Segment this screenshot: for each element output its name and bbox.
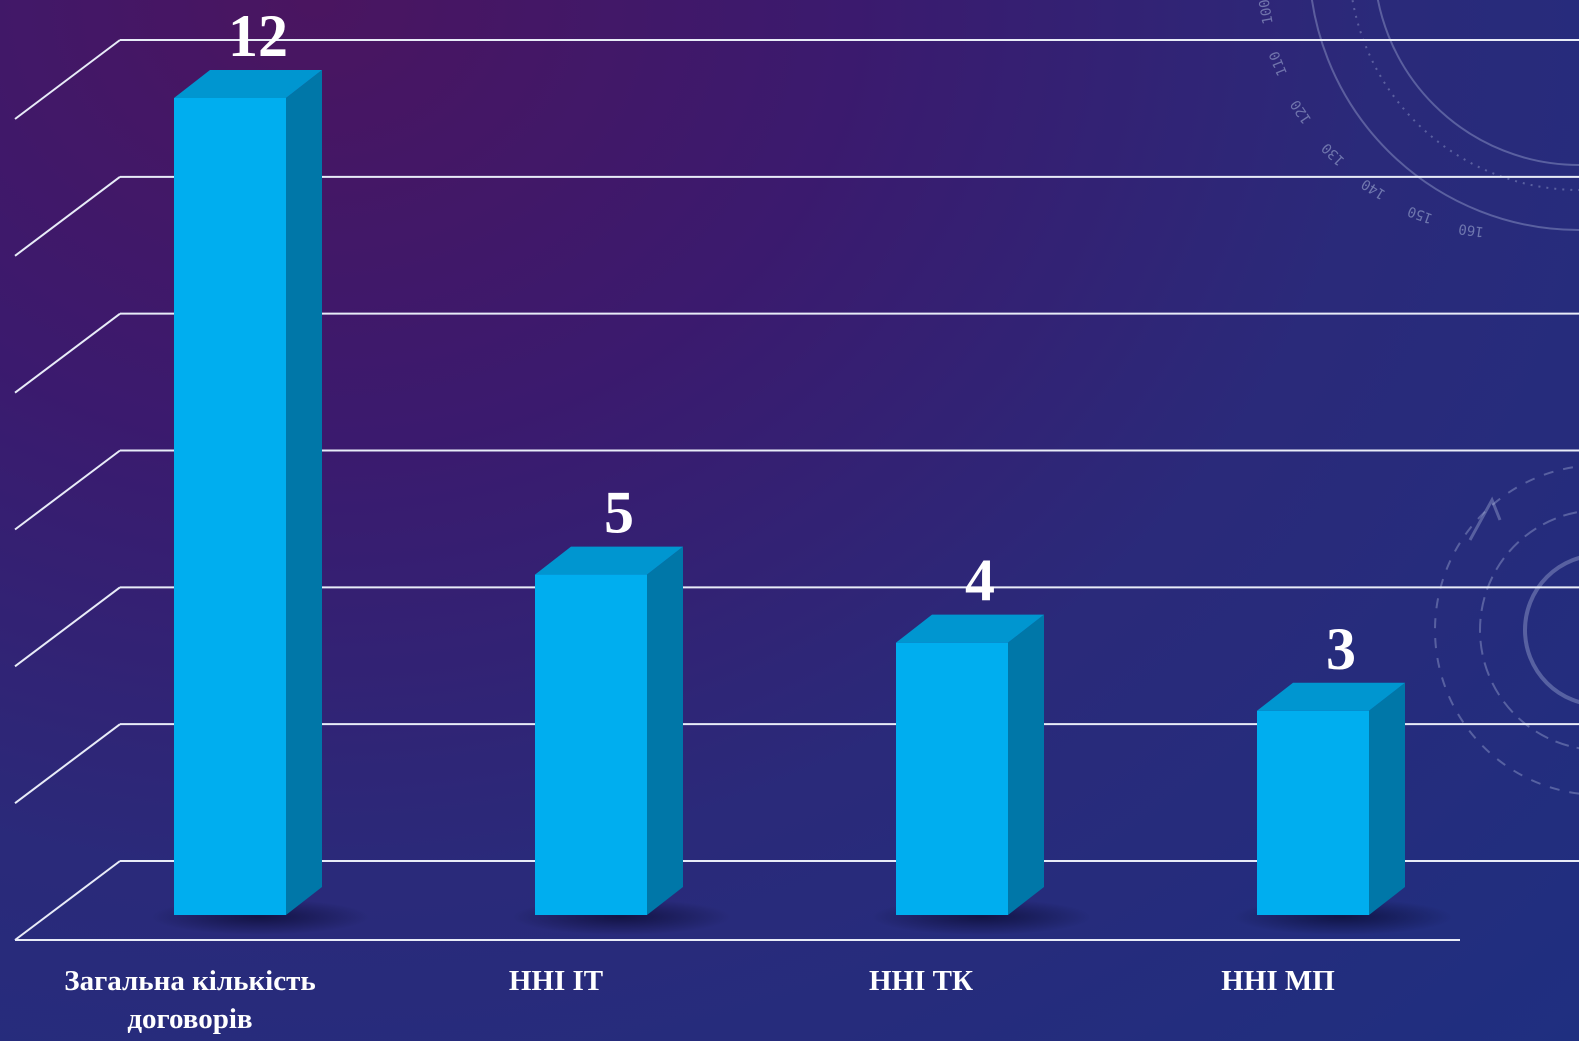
bar-top (535, 546, 683, 575)
bar-side (1008, 614, 1044, 915)
decorative-ring (1434, 465, 1579, 795)
data-label: 12 (228, 3, 288, 69)
gridline-side (14, 176, 121, 257)
dial-label: 100 (1257, 0, 1277, 25)
gridline-side (14, 860, 121, 941)
category-label: ННІ ТК (869, 965, 973, 997)
gridline-side (14, 312, 121, 394)
dial-label: 130 (1319, 139, 1348, 168)
category-label: ННІ МП (1221, 965, 1335, 997)
chart-bars (150, 70, 1453, 935)
dial-label: 140 (1359, 175, 1389, 202)
bar (896, 642, 1008, 915)
bar-top (174, 70, 322, 98)
dial-label: 120 (1288, 97, 1315, 127)
chart-data-labels: 12 5 4 3 (228, 3, 1356, 682)
decorative-dial (1311, 0, 1579, 231)
chart-gridlines (14, 39, 1579, 941)
dial-label: 150 (1406, 203, 1435, 227)
category-label: договорів (127, 1003, 252, 1035)
bar (1257, 710, 1369, 915)
bar-side (286, 70, 322, 915)
bar-side (1369, 682, 1405, 915)
chart-category-labels: Загальна кількість договорів ННІ ІТ ННІ ТК Н… (64, 965, 1334, 1035)
bar-top (1257, 682, 1405, 711)
data-label: 3 (1326, 616, 1356, 682)
bar-side (647, 546, 683, 915)
bar (535, 574, 647, 915)
category-label: ННІ ІТ (509, 965, 603, 997)
bar (174, 98, 286, 915)
dial-label: 160 (1457, 220, 1484, 239)
gridline-side (14, 723, 121, 804)
gridline-side (14, 586, 121, 668)
data-label: 5 (604, 480, 634, 546)
category-label: Загальна кількість (64, 965, 315, 997)
dial-label: 110 (1267, 49, 1291, 78)
bar-top (896, 614, 1044, 643)
gridline-side (14, 39, 121, 120)
data-label: 4 (965, 548, 995, 614)
gridline-side (14, 449, 121, 531)
